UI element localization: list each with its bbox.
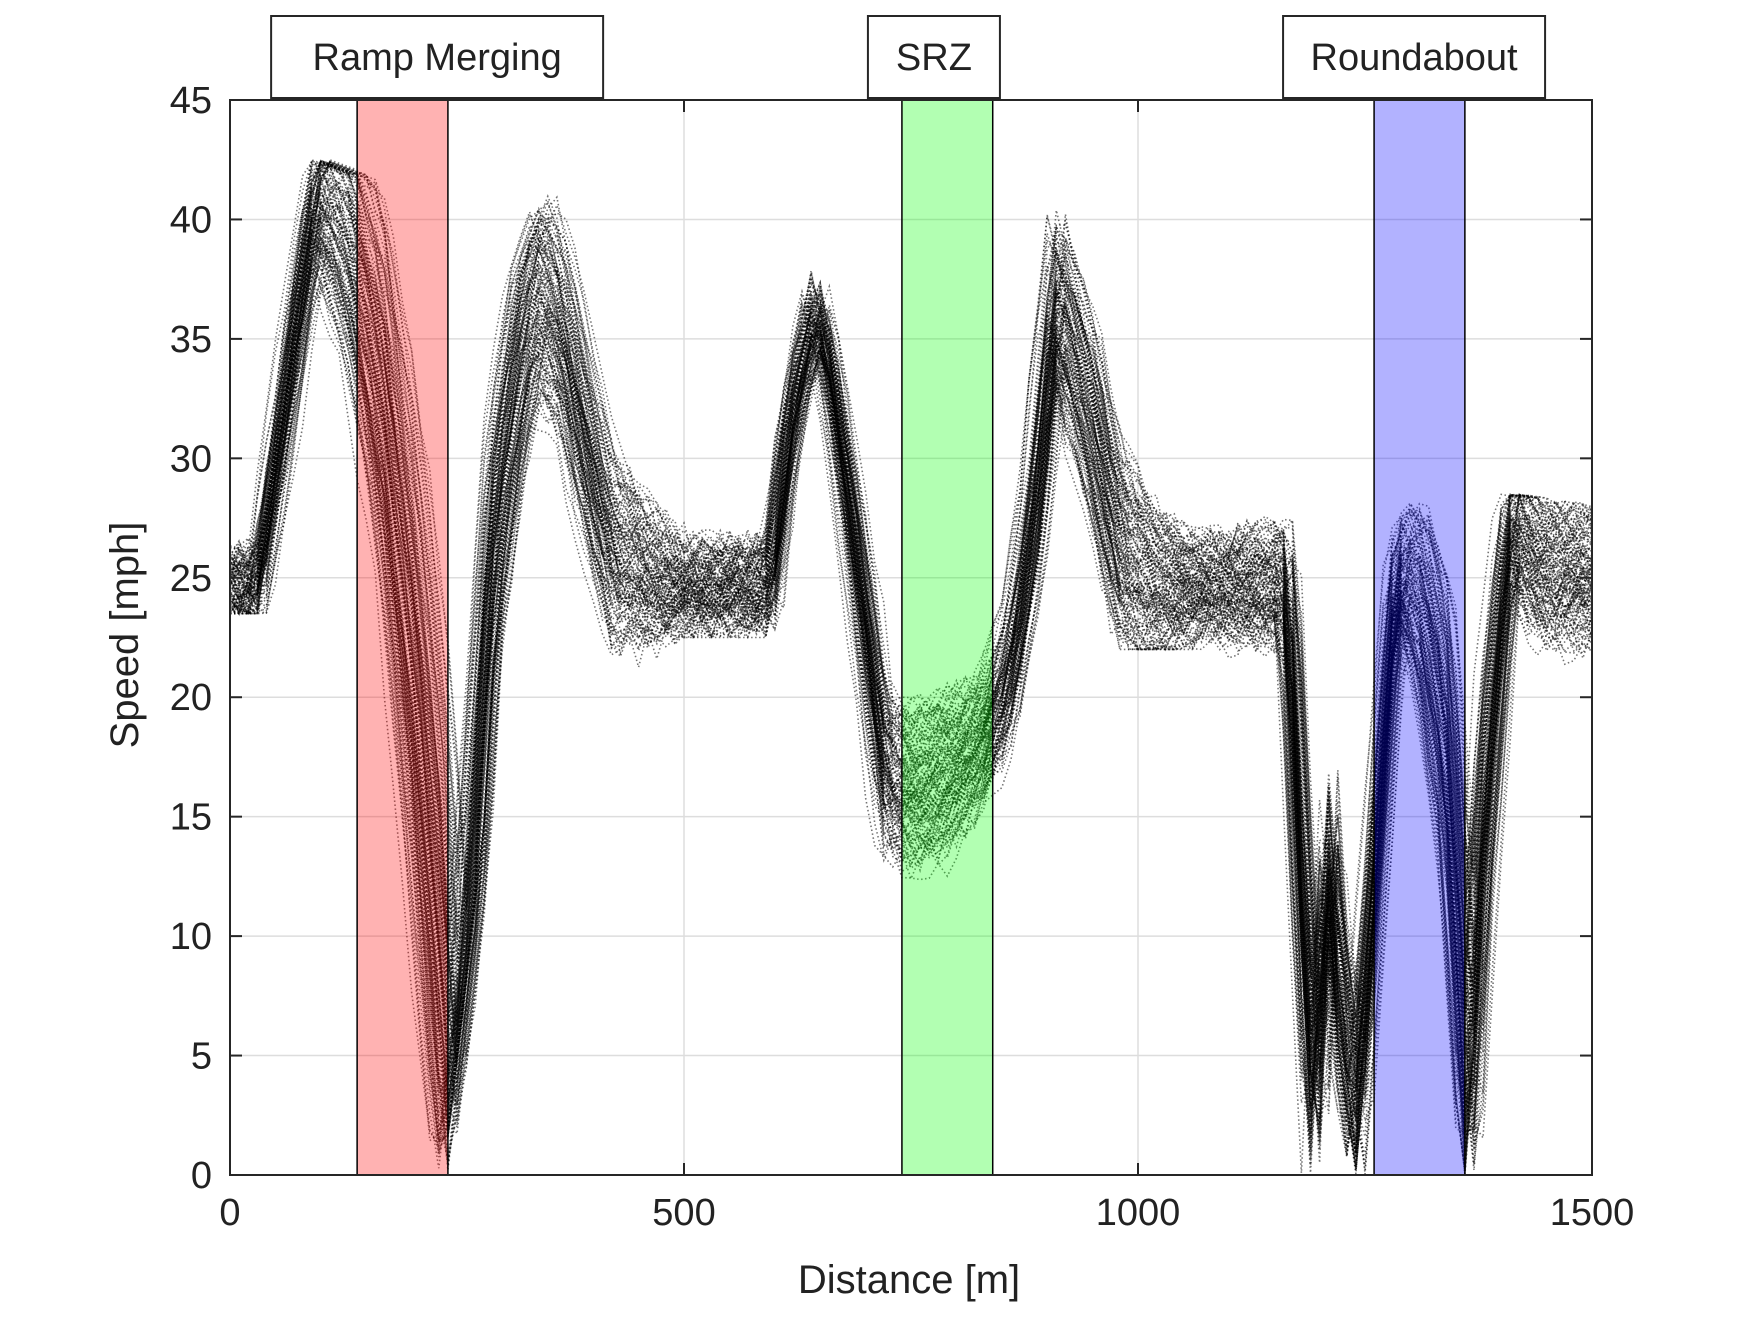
speed-trace-line	[229, 208, 1593, 1141]
speed-trace-line	[229, 160, 1593, 1030]
speed-trace-line	[229, 188, 1593, 1068]
speed-trace-line	[229, 216, 1593, 1151]
y-tick-label: 5	[191, 1036, 212, 1078]
zone-label-2: Roundabout	[1311, 37, 1519, 79]
speed-trace-line	[229, 216, 1593, 1151]
x-tick-label: 1000	[1096, 1192, 1181, 1234]
y-axis-label: Speed [mph]	[103, 522, 147, 749]
y-tick-label: 40	[170, 199, 212, 241]
speed-trace-line	[229, 159, 1593, 980]
speed-trace-line	[229, 232, 1593, 1134]
zone-label-0: Ramp Merging	[313, 37, 562, 79]
y-tick-label: 45	[170, 80, 212, 122]
speed-trace-line	[229, 160, 1593, 1023]
speed-trace-line	[229, 238, 1593, 1167]
zone-band-2	[1373, 99, 1466, 1176]
x-tick-label: 0	[219, 1192, 240, 1234]
speed-trace-line	[229, 159, 1593, 1061]
speed-trace-line	[229, 195, 1593, 1076]
speed-trace-line	[229, 233, 1593, 1152]
speed-trace-line	[229, 167, 1593, 1085]
zone-label-box-1	[866, 15, 1001, 99]
speed-trace-line	[229, 161, 1593, 1032]
speed-trace-line	[229, 206, 1593, 1095]
speed-trace-line	[229, 162, 1593, 1083]
speed-trace-line	[229, 160, 1593, 1072]
y-tick-label: 10	[170, 916, 212, 958]
speed-trace-line	[229, 228, 1593, 1170]
speed-trace-line	[229, 160, 1593, 1020]
speed-trace-line	[229, 162, 1593, 1038]
zone-label-box-0	[270, 15, 605, 99]
speed-trace-line	[229, 205, 1593, 1099]
y-tick-label: 20	[170, 677, 212, 719]
y-tick-label: 15	[170, 797, 212, 839]
speed-trace-line	[229, 218, 1593, 1114]
zone-band-0	[356, 99, 449, 1176]
zone-label-box-2	[1282, 15, 1547, 99]
speed-trace-line	[229, 159, 1593, 1032]
y-tick-label: 25	[170, 558, 212, 600]
speed-trace-line	[229, 176, 1593, 1089]
speed-trace-line	[229, 209, 1593, 1138]
speed-trace-line	[229, 177, 1593, 1083]
speed-trace-line	[229, 163, 1593, 1033]
zone-band-1	[901, 99, 994, 1176]
speed-trace-line	[229, 160, 1593, 1006]
x-tick-label: 1500	[1550, 1192, 1635, 1234]
y-tick-label: 0	[191, 1155, 212, 1197]
speed-trace-line	[229, 160, 1593, 1043]
x-axis-label: Distance [m]	[798, 1258, 1020, 1302]
speed-trace-line	[229, 213, 1593, 1149]
speed-trace-line	[229, 164, 1593, 1051]
axes-box	[229, 99, 1593, 1176]
speed-trace-line	[229, 174, 1593, 1110]
speed-trace-line	[229, 159, 1593, 996]
zone-label-1: SRZ	[896, 37, 972, 79]
speed-trace-line	[229, 200, 1593, 1153]
speed-trace-line	[229, 198, 1593, 1099]
speed-trace-line	[229, 242, 1593, 1171]
speed-trace-line	[229, 259, 1593, 1175]
y-tick-label: 30	[170, 438, 212, 480]
y-tick-label: 35	[170, 319, 212, 361]
speed-trace-line	[229, 191, 1593, 1096]
x-tick-label: 500	[652, 1192, 715, 1234]
speed-trace-line	[229, 160, 1593, 1004]
